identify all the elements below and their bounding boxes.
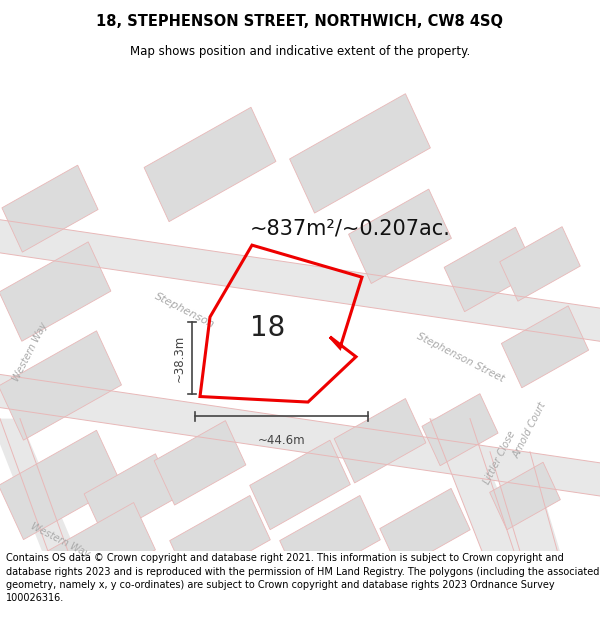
Polygon shape bbox=[334, 399, 426, 483]
Polygon shape bbox=[0, 419, 160, 625]
Polygon shape bbox=[349, 189, 451, 284]
Text: 18, STEPHENSON STREET, NORTHWICH, CW8 4SQ: 18, STEPHENSON STREET, NORTHWICH, CW8 4S… bbox=[97, 14, 503, 29]
Polygon shape bbox=[44, 503, 155, 600]
Text: 18: 18 bbox=[250, 314, 286, 342]
Polygon shape bbox=[500, 227, 580, 301]
Text: Arnold Court: Arnold Court bbox=[512, 400, 548, 459]
Polygon shape bbox=[0, 430, 121, 539]
Polygon shape bbox=[290, 94, 430, 213]
Polygon shape bbox=[0, 242, 111, 341]
Text: Western Way: Western Way bbox=[29, 521, 91, 559]
Polygon shape bbox=[0, 331, 121, 440]
Text: Stephenson Street: Stephenson Street bbox=[415, 331, 505, 384]
Polygon shape bbox=[154, 421, 246, 505]
Polygon shape bbox=[280, 496, 380, 585]
Polygon shape bbox=[422, 394, 498, 466]
Polygon shape bbox=[250, 440, 350, 529]
Polygon shape bbox=[2, 165, 98, 252]
Text: ~44.6m: ~44.6m bbox=[257, 434, 305, 447]
Polygon shape bbox=[502, 306, 589, 388]
Text: ~38.3m: ~38.3m bbox=[173, 335, 186, 382]
Polygon shape bbox=[170, 496, 271, 585]
Polygon shape bbox=[444, 228, 536, 312]
Polygon shape bbox=[0, 220, 600, 341]
Polygon shape bbox=[430, 419, 600, 625]
Text: Stephenson: Stephenson bbox=[154, 291, 217, 330]
Polygon shape bbox=[0, 374, 600, 496]
Polygon shape bbox=[490, 452, 600, 625]
Polygon shape bbox=[380, 488, 470, 570]
Text: Map shows position and indicative extent of the property.: Map shows position and indicative extent… bbox=[130, 44, 470, 58]
Polygon shape bbox=[490, 462, 560, 530]
Text: Western Way: Western Way bbox=[11, 321, 49, 384]
Text: ~837m²/~0.207ac.: ~837m²/~0.207ac. bbox=[250, 219, 451, 239]
Polygon shape bbox=[84, 454, 176, 538]
Text: Contains OS data © Crown copyright and database right 2021. This information is : Contains OS data © Crown copyright and d… bbox=[6, 553, 599, 603]
Polygon shape bbox=[144, 107, 276, 222]
Text: Littler Close: Littler Close bbox=[482, 429, 518, 486]
